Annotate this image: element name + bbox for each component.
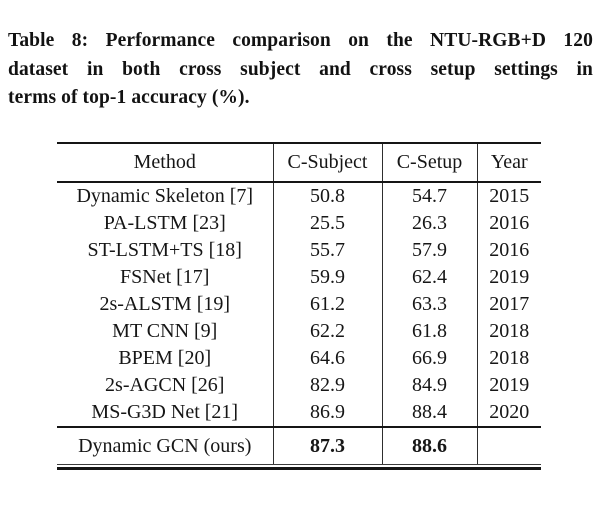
year-cell (477, 427, 541, 465)
method-cell: FSNet [17] (57, 264, 274, 291)
c-subject-cell: 61.2 (273, 291, 383, 318)
c-setup-cell: 62.4 (382, 264, 478, 291)
year-cell: 2015 (489, 185, 530, 207)
year-cell: 2019 (489, 374, 530, 396)
year-cell: 2019 (489, 266, 530, 288)
col-header-c-subject: C-Subject (273, 143, 383, 183)
results-table: Method C-Subject C-Setup Year Dynamic Sk… (57, 142, 541, 465)
c-subject-cell: 87.3 (273, 427, 383, 465)
c-subject-cell: 59.9 (273, 264, 383, 291)
table-row: 2s-ALSTM [19] 61.2 63.3 2017 (57, 291, 541, 318)
c-subject-cell: 86.9 (273, 399, 383, 427)
caption-line: dataset in both cross subject and cross … (8, 58, 593, 80)
c-setup-cell: 66.9 (382, 345, 478, 372)
c-subject-cell: 64.6 (273, 345, 383, 372)
col-header-year: Year (477, 143, 541, 183)
col-header-method: Method (57, 143, 274, 183)
caption-line: Table 8: Performance comparison on the N… (8, 30, 593, 51)
caption-line: terms of top-1 accuracy (%). (8, 87, 250, 108)
method-cell: Dynamic Skeleton [7] (57, 182, 274, 210)
table-row: ST-LSTM+TS [18] 55.7 57.9 2016 (57, 237, 541, 264)
table-row: MS-G3D Net [21] 86.9 88.4 2020 (57, 399, 541, 427)
c-subject-cell: 62.2 (273, 318, 383, 345)
table-row: BPEM [20] 64.6 66.9 2018 (57, 345, 541, 372)
year-cell: 2020 (489, 401, 530, 423)
method-cell: ST-LSTM+TS [18] (57, 237, 274, 264)
year-cell: 2018 (489, 320, 530, 342)
table-row: 2s-AGCN [26] 82.9 84.9 2019 (57, 372, 541, 399)
year-cell: 2016 (489, 212, 530, 234)
c-subject-cell: 50.8 (273, 182, 383, 210)
method-cell: PA-LSTM [23] (57, 210, 274, 237)
table-row: Dynamic Skeleton [7] 50.8 54.7 2015 (57, 182, 541, 210)
c-setup-cell: 88.6 (382, 427, 478, 465)
c-setup-cell: 26.3 (382, 210, 478, 237)
table-caption: Table 8: Performance comparison on the N… (8, 27, 593, 113)
c-subject-cell: 82.9 (273, 372, 383, 399)
c-setup-cell: 61.8 (382, 318, 478, 345)
c-setup-cell: 57.9 (382, 237, 478, 264)
year-cell: 2018 (489, 347, 530, 369)
method-cell: MT CNN [9] (57, 318, 274, 345)
c-subject-cell: 25.5 (273, 210, 383, 237)
method-cell: Dynamic GCN (ours) (57, 427, 274, 465)
method-cell: MS-G3D Net [21] (57, 399, 274, 427)
year-cell: 2016 (489, 239, 530, 261)
header-row: Method C-Subject C-Setup Year (57, 143, 541, 183)
table-row-ours: Dynamic GCN (ours) 87.3 88.6 (57, 427, 541, 465)
method-cell: BPEM [20] (57, 345, 274, 372)
method-cell: 2s-ALSTM [19] (57, 291, 274, 318)
table-row: PA-LSTM [23] 25.5 26.3 2016 (57, 210, 541, 237)
c-setup-cell: 84.9 (382, 372, 478, 399)
c-setup-cell: 54.7 (382, 182, 478, 210)
c-subject-cell: 55.7 (273, 237, 383, 264)
method-cell: 2s-AGCN [26] (57, 372, 274, 399)
table-row: FSNet [17] 59.9 62.4 2019 (57, 264, 541, 291)
table-bottom-rule (57, 467, 541, 470)
c-setup-cell: 63.3 (382, 291, 478, 318)
col-header-c-setup: C-Setup (382, 143, 478, 183)
c-setup-cell: 88.4 (382, 399, 478, 427)
year-cell: 2017 (489, 293, 530, 315)
performance-table: Method C-Subject C-Setup Year Dynamic Sk… (57, 142, 541, 470)
table-row: MT CNN [9] 62.2 61.8 2018 (57, 318, 541, 345)
